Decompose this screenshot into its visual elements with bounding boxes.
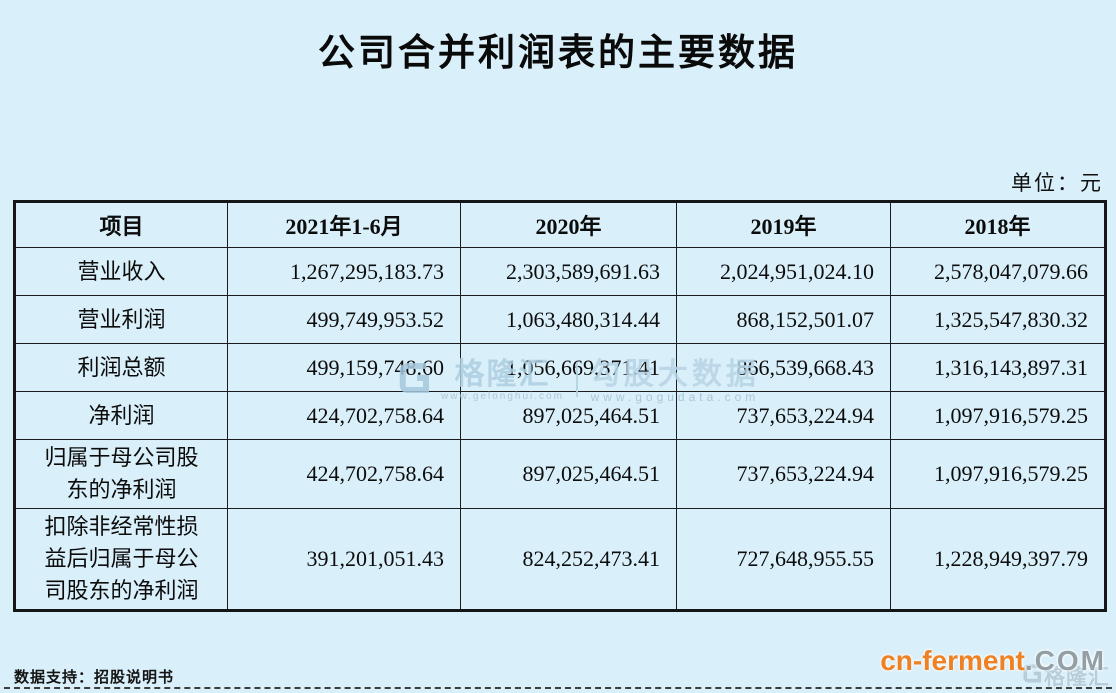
gelonghui-ghost-logo-icon xyxy=(1023,664,1041,689)
col-header-2019: 2019年 xyxy=(676,201,891,248)
cell-value: 897,025,464.51 xyxy=(460,391,677,440)
row-label: 净利润 xyxy=(14,391,228,440)
cell-value: 499,749,953.52 xyxy=(227,295,461,344)
table-row: 扣除非经常性损益后归属于母公司股东的净利润 391,201,051.43 824… xyxy=(14,508,1106,611)
row-label: 利润总额 xyxy=(14,343,228,392)
cell-value: 1,097,916,579.25 xyxy=(890,391,1106,440)
row-label: 营业收入 xyxy=(14,247,228,296)
cell-value: 2,578,047,079.66 xyxy=(890,247,1106,296)
col-header-2018: 2018年 xyxy=(890,201,1106,248)
cell-value: 897,025,464.51 xyxy=(460,439,677,509)
cell-value: 2,303,589,691.63 xyxy=(460,247,677,296)
cell-value: 1,063,480,314.44 xyxy=(460,295,677,344)
table-row: 营业利润 499,749,953.52 1,063,480,314.44 868… xyxy=(14,295,1106,344)
row-label: 归属于母公司股东的净利润 xyxy=(14,439,228,509)
unit-label: 单位：元 xyxy=(1011,171,1103,195)
cell-value: 727,648,955.55 xyxy=(676,508,891,611)
cell-value: 1,325,547,830.32 xyxy=(890,295,1106,344)
cell-value: 1,056,669,371.41 xyxy=(460,343,677,392)
cn-ferment-watermark: cn-ferment.COM xyxy=(880,645,1106,677)
cell-value: 1,097,916,579.25 xyxy=(890,439,1106,509)
gelonghui-ghost-text: 格隆汇 xyxy=(1044,666,1110,689)
page-title: 公司合并利润表的主要数据 xyxy=(318,32,798,73)
cell-value: 1,316,143,897.31 xyxy=(890,343,1106,392)
row-label: 扣除非经常性损益后归属于母公司股东的净利润 xyxy=(14,508,228,611)
table-row: 利润总额 499,159,748.60 1,056,669,371.41 866… xyxy=(14,343,1106,392)
table-row: 归属于母公司股东的净利润 424,702,758.64 897,025,464.… xyxy=(14,439,1106,509)
col-header-2021h1: 2021年1-6月 xyxy=(227,201,461,248)
cell-value: 1,267,295,183.73 xyxy=(227,247,461,296)
cell-value: 866,539,668.43 xyxy=(676,343,891,392)
cell-value: 737,653,224.94 xyxy=(676,391,891,440)
table-row: 净利润 424,702,758.64 897,025,464.51 737,65… xyxy=(14,391,1106,440)
cell-value: 2,024,951,024.10 xyxy=(676,247,891,296)
cell-value: 499,159,748.60 xyxy=(227,343,461,392)
dashed-divider xyxy=(4,687,1112,689)
cell-value: 824,252,473.41 xyxy=(460,508,677,611)
cell-value: 1,228,949,397.79 xyxy=(890,508,1106,611)
profit-table: 项目 2021年1-6月 2020年 2019年 2018年 营业收入 1,26… xyxy=(13,200,1107,612)
cell-value: 868,152,501.07 xyxy=(676,295,891,344)
cell-value: 391,201,051.43 xyxy=(227,508,461,611)
table-header-row: 项目 2021年1-6月 2020年 2019年 2018年 xyxy=(14,201,1106,248)
table-row: 营业收入 1,267,295,183.73 2,303,589,691.63 2… xyxy=(14,247,1106,296)
cn-ferment-suffix: .COM xyxy=(1024,645,1106,676)
col-header-2020: 2020年 xyxy=(460,201,677,248)
cell-value: 424,702,758.64 xyxy=(227,439,461,509)
row-label: 营业利润 xyxy=(14,295,228,344)
cn-ferment-name: cn-ferment xyxy=(880,645,1025,676)
gelonghui-ghost-mark: 格隆汇 xyxy=(1023,661,1110,691)
cell-value: 424,702,758.64 xyxy=(227,391,461,440)
cell-value: 737,653,224.94 xyxy=(676,439,891,509)
col-header-item: 项目 xyxy=(14,201,228,248)
data-source-label: 数据支持：招股说明书 xyxy=(14,669,175,686)
